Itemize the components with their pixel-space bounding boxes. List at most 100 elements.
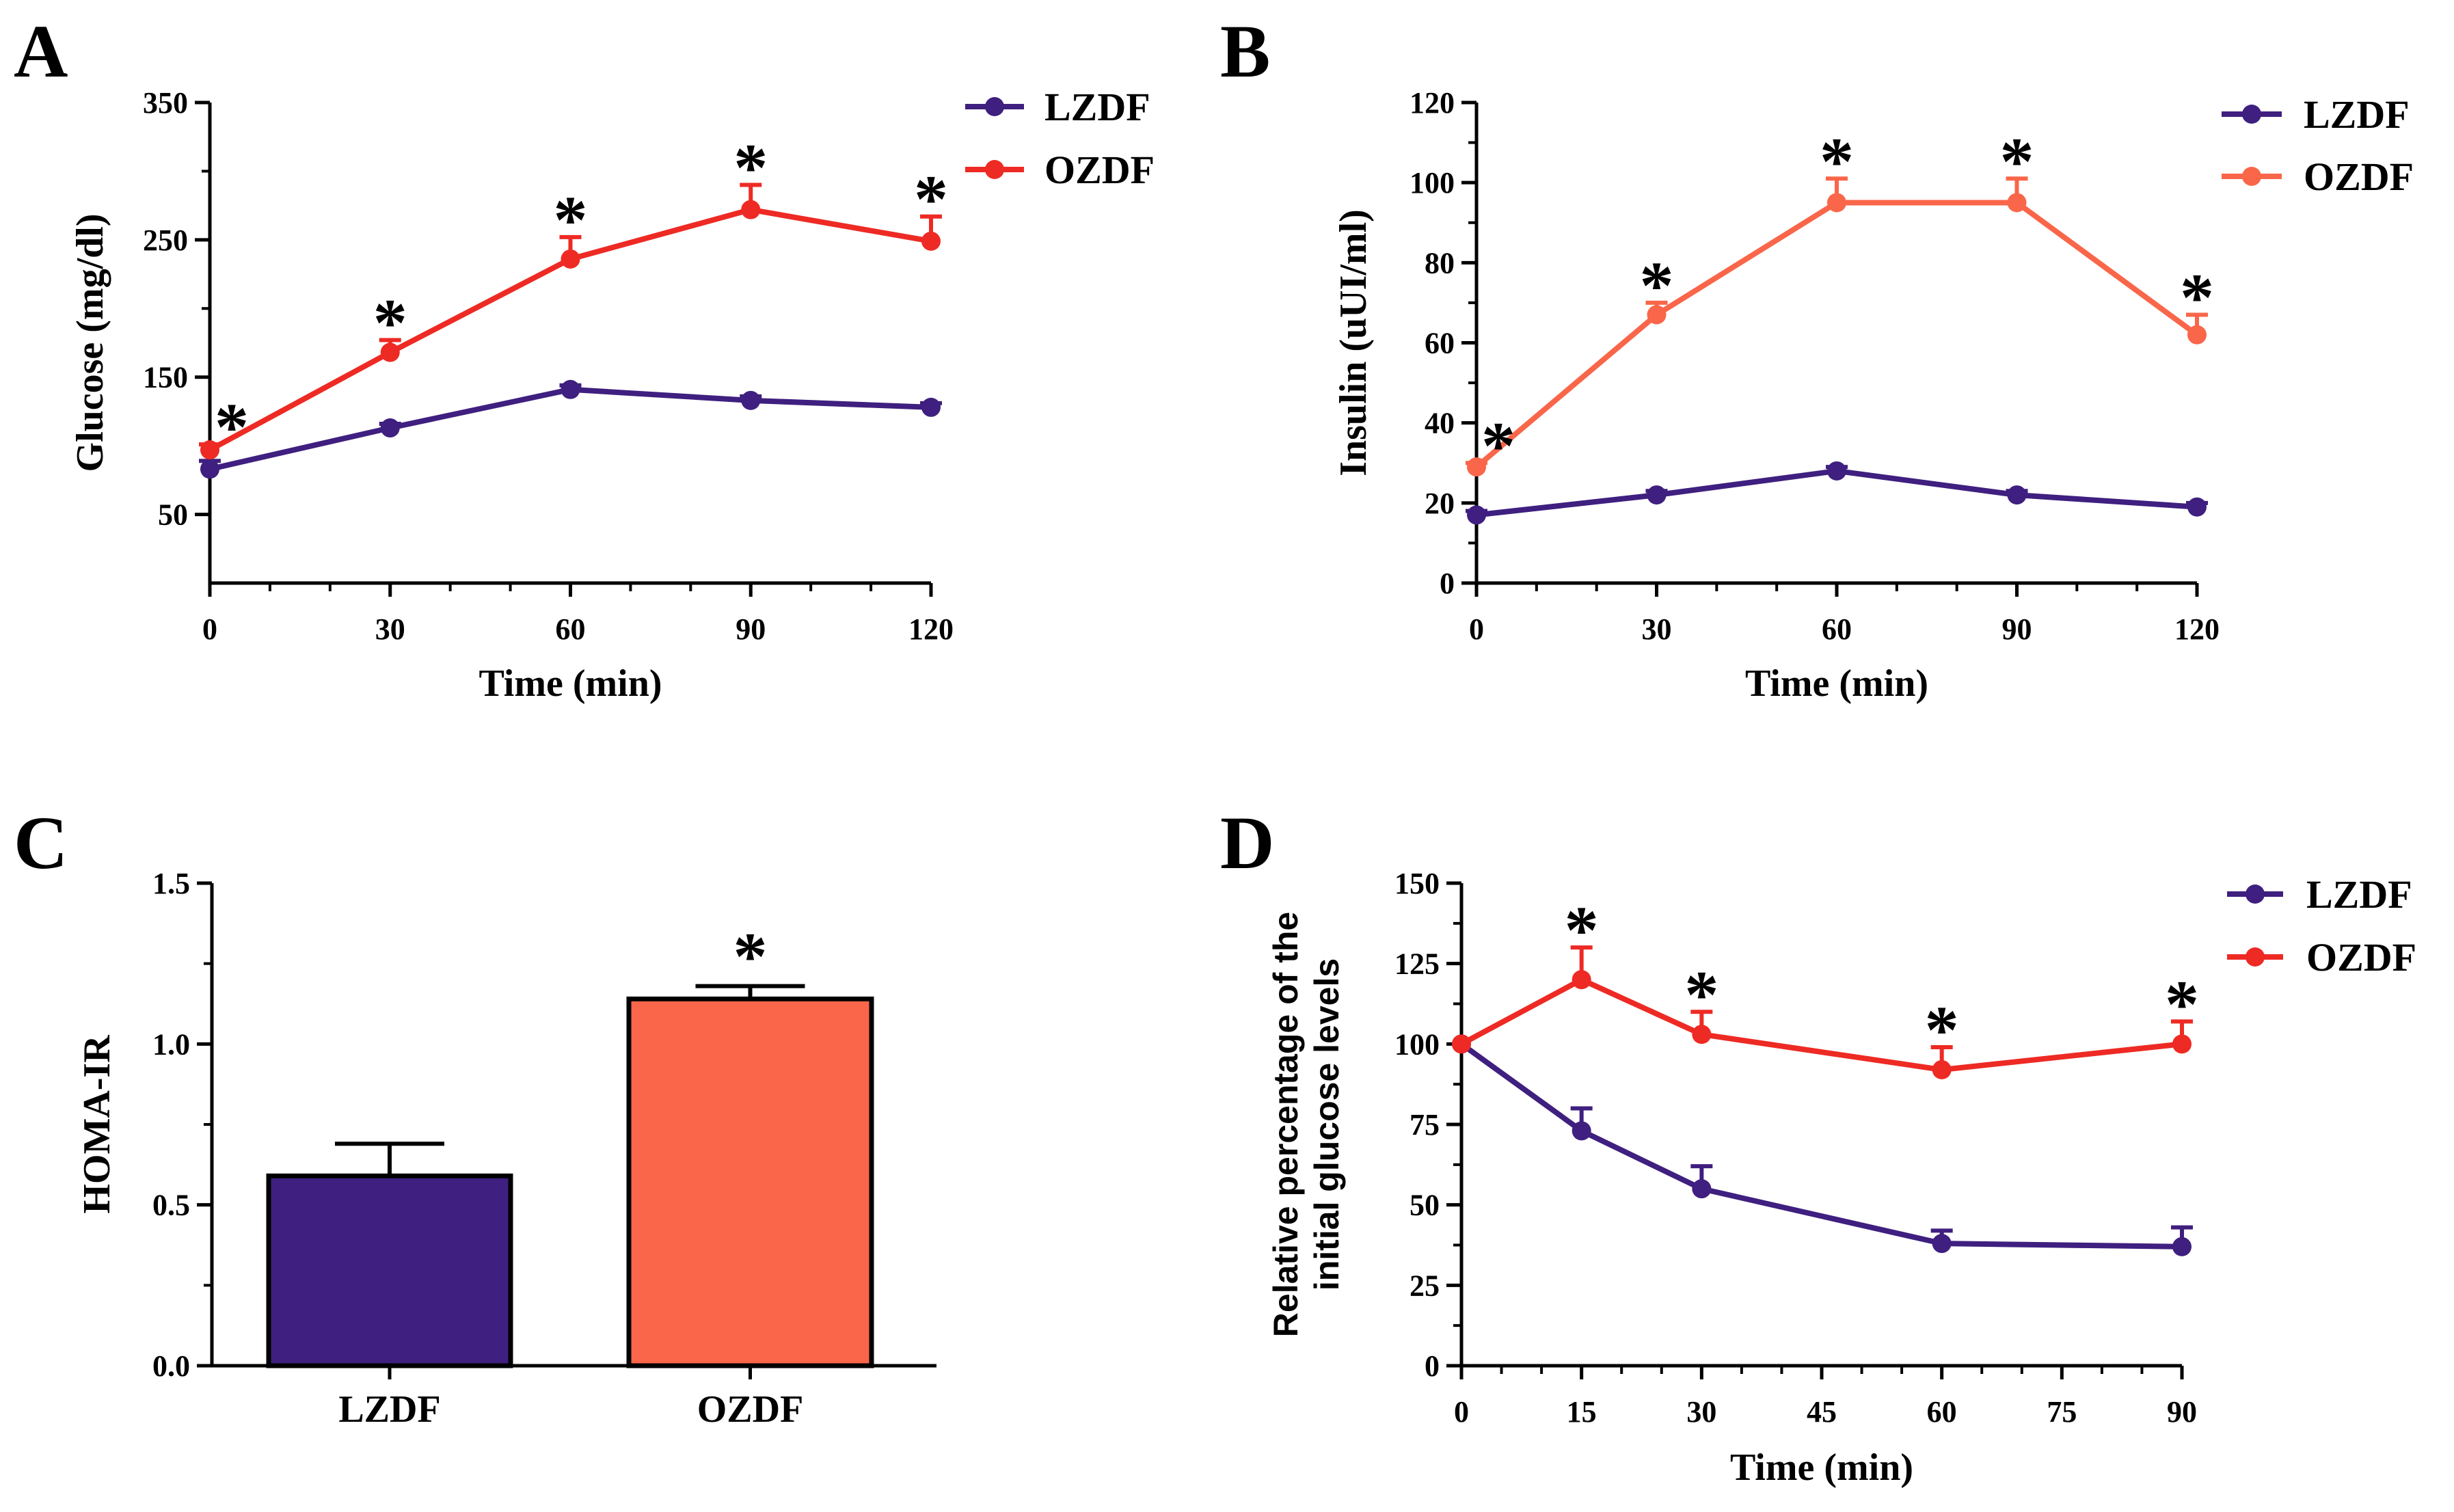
x-tick-label: 60 <box>1927 1395 1957 1429</box>
significance-star: * <box>1684 956 1718 1032</box>
panel-label-d: D <box>1220 801 1274 885</box>
significance-star: * <box>215 389 249 465</box>
x-tick-label: 0 <box>202 612 217 646</box>
legend-item-lzdf: LZDF <box>2222 92 2410 137</box>
significance-star: * <box>1565 892 1599 968</box>
x-category-label: OZDF <box>697 1388 804 1431</box>
y-tick-label: 0.0 <box>152 1349 190 1383</box>
panel-d: 0 25 50 75 100 125 150 0 15 30 45 60 75 90 Time (min) R… <box>1267 867 2416 1489</box>
data-point <box>1452 1034 1471 1054</box>
y-tick-label: 50 <box>158 498 188 532</box>
y-tick-label: 1.5 <box>152 867 190 900</box>
y-tick-label: 100 <box>1394 1027 1440 1061</box>
series-ozdf: * * * * * <box>1466 123 2214 483</box>
data-point <box>921 397 941 417</box>
x-tick-label: 90 <box>736 612 766 646</box>
y-tick-label: 150 <box>143 361 188 394</box>
significance-star: * <box>2000 123 2034 199</box>
x-axis-label: Time (min) <box>478 662 662 705</box>
significance-star: * <box>914 161 948 237</box>
y-tick-label: 120 <box>1410 86 1455 120</box>
x-axis-label: Time (min) <box>1730 1446 1913 1489</box>
legend-item-ozdf: OZDF <box>965 148 1155 192</box>
legend-item-lzdf: LZDF <box>2227 872 2412 917</box>
y-tick-label: 100 <box>1410 166 1455 200</box>
data-point <box>1647 305 1667 325</box>
x-axis-label: Time (min) <box>1745 662 1928 705</box>
series-line <box>209 386 932 472</box>
series-ozdf: * * * * <box>1452 892 2199 1079</box>
panel-a: 50 150 250 350 0 30 60 90 120 Time (min) Glucose (… <box>69 85 1155 705</box>
legend-marker <box>2246 885 2265 904</box>
bar-ozdf: OZDF * <box>626 919 874 1431</box>
y-tick-label: 75 <box>1410 1108 1440 1142</box>
significance-star: * <box>1481 407 1515 483</box>
x-tick-label: 120 <box>2174 612 2220 646</box>
legend-marker <box>985 160 1004 179</box>
data-point <box>561 249 580 269</box>
legend-item-ozdf: OZDF <box>2222 154 2414 199</box>
y-tick-label: 150 <box>1394 867 1440 900</box>
x-tick-label: 30 <box>1642 612 1672 646</box>
data-point <box>1827 461 1846 481</box>
y-axis-label: Insulin (uUI/ml) <box>1332 209 1375 476</box>
y-axis-label: Glucose (mg/dl) <box>69 214 111 472</box>
panel-c: 0.0 0.5 1.0 1.5 HOMA-IR LZDF OZDF * <box>76 867 936 1431</box>
legend-label: LZDF <box>1044 85 1150 129</box>
legend-label: OZDF <box>2304 154 2414 199</box>
legend-label: LZDF <box>2304 92 2410 137</box>
y-tick-label: 60 <box>1425 327 1455 360</box>
data-point <box>561 379 580 399</box>
y-axis-label: HOMA-IR <box>76 1035 118 1214</box>
legend-label: OZDF <box>2306 935 2416 980</box>
y-tick-label: 25 <box>1410 1269 1440 1302</box>
data-point <box>2172 1237 2192 1256</box>
x-tick-label: 30 <box>1686 1395 1716 1429</box>
significance-star: * <box>2180 259 2214 335</box>
legend-marker <box>985 97 1004 116</box>
significance-star: * <box>1820 123 1854 199</box>
y-tick-label: 250 <box>143 224 188 257</box>
legend-marker <box>2242 105 2261 124</box>
y-tick-label: 50 <box>1410 1189 1440 1222</box>
y-axis-label-line: Relative percentage of the <box>1267 912 1305 1337</box>
panel-label-b: B <box>1220 10 1270 93</box>
data-point <box>1692 1179 1712 1199</box>
x-tick-label: 75 <box>2047 1395 2077 1429</box>
panel-label-c: C <box>14 801 68 885</box>
x-tick-label: 0 <box>1469 612 1484 646</box>
y-tick-label: 350 <box>143 86 188 120</box>
y-tick-label: 40 <box>1425 407 1455 440</box>
data-point <box>1827 193 1846 213</box>
significance-star: * <box>1640 247 1674 323</box>
data-point <box>741 200 761 219</box>
data-point <box>2187 497 2207 517</box>
significance-star: * <box>1925 992 1959 1068</box>
series-line <box>1474 200 2199 470</box>
bar-lzdf: LZDF <box>266 1142 513 1431</box>
y-tick-label: 80 <box>1425 246 1455 280</box>
data-point <box>741 390 761 410</box>
data-point <box>200 440 219 460</box>
series-ozdf: * * * * * <box>199 130 948 465</box>
x-tick-label: 45 <box>1807 1395 1837 1429</box>
panel-b: 0 20 40 60 80 100 120 0 30 60 90 120 Time (min) Insul… <box>1332 86 2414 705</box>
x-tick-label: 120 <box>908 612 954 646</box>
series-lzdf <box>1452 1034 2193 1256</box>
legend-item-lzdf: LZDF <box>965 85 1150 129</box>
y-tick-label: 1.0 <box>152 1027 190 1061</box>
x-tick-label: 0 <box>1454 1395 1469 1429</box>
y-tick-label: 20 <box>1425 487 1455 520</box>
data-point <box>1467 457 1486 477</box>
significance-star: * <box>733 919 768 995</box>
x-tick-label: 90 <box>2167 1395 2197 1429</box>
series-line <box>1459 1042 2183 1250</box>
significance-star: * <box>2165 966 2199 1042</box>
legend-marker <box>2246 947 2265 967</box>
legend-marker <box>2242 167 2261 186</box>
legend-label: OZDF <box>1044 148 1155 192</box>
data-point <box>2172 1034 2192 1054</box>
x-category-label: LZDF <box>338 1388 440 1431</box>
